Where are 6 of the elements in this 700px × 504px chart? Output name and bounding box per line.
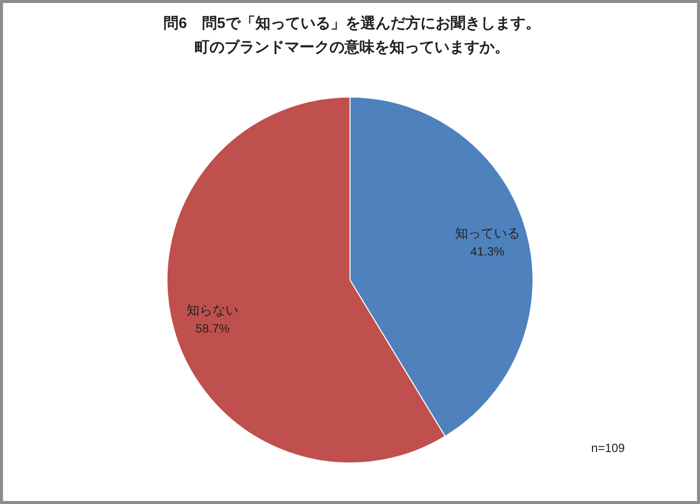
slice-label: 知っている <box>454 225 520 240</box>
data-label: 41.3% <box>470 244 505 258</box>
slice-label: 知らない <box>186 302 239 318</box>
text: n=109 <box>591 441 626 455</box>
data-label: 58.7% <box>196 322 230 336</box>
chart-title: 問6 問5で「知っている」を選んだ方にお聞きします。町のブランドマークの意味を知っていますか。 <box>164 14 540 56</box>
